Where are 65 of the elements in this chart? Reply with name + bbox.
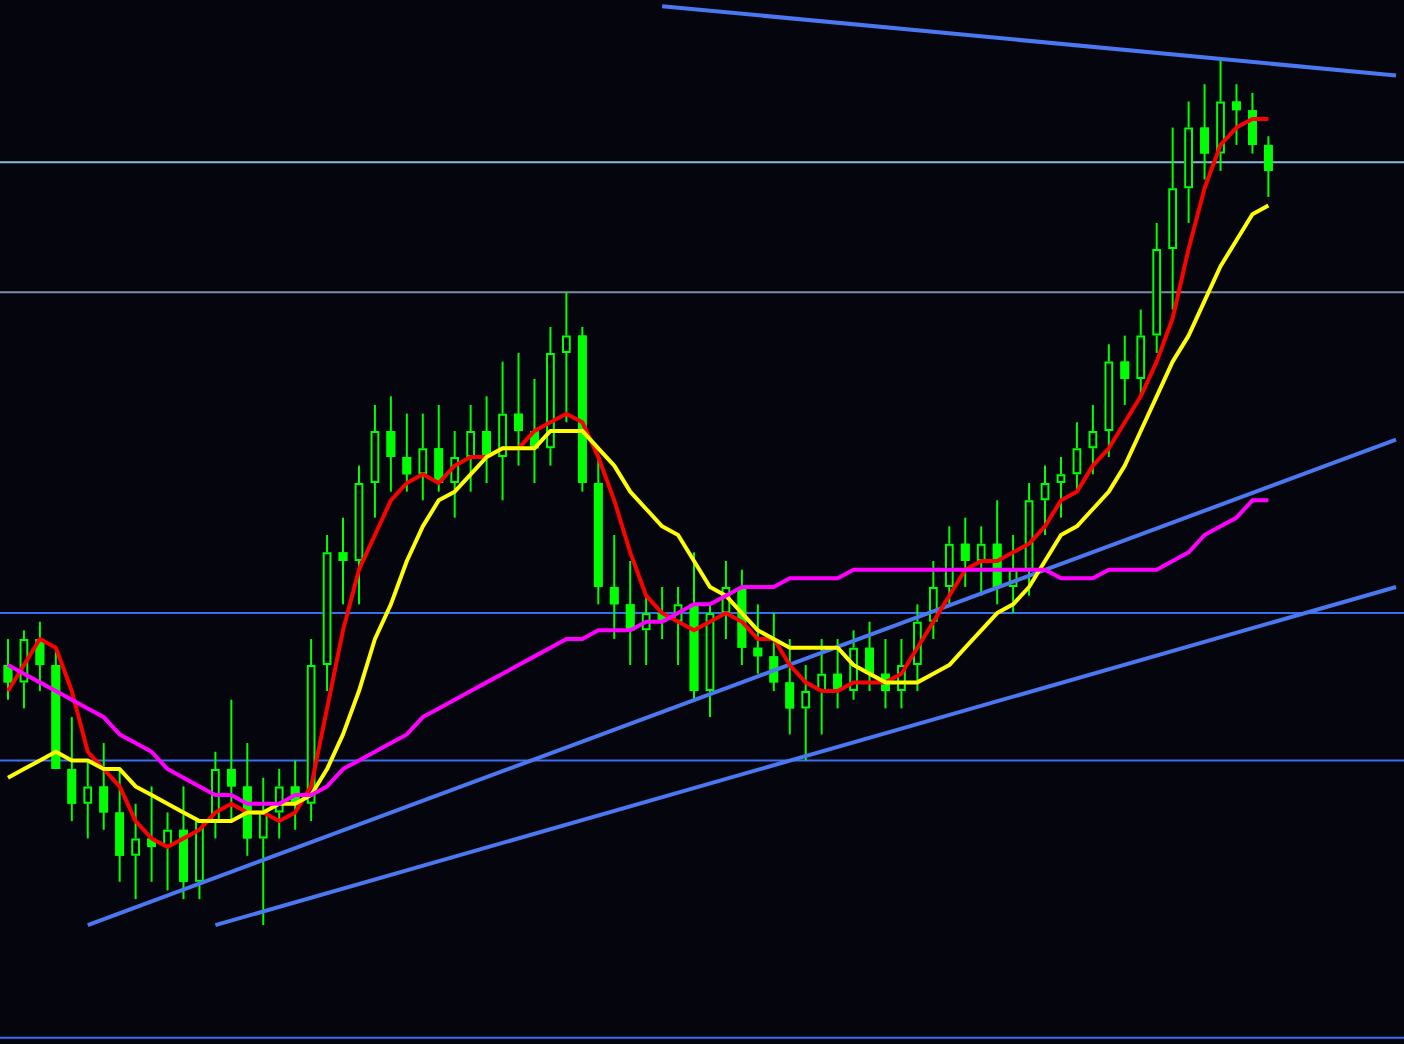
- candlestick: [402, 412, 412, 493]
- candlestick: [1120, 334, 1130, 406]
- candlestick: [1232, 83, 1241, 146]
- candlestick: [498, 360, 507, 502]
- candlestick: [546, 325, 555, 467]
- candlestick: [35, 620, 45, 693]
- candlestick: [226, 698, 236, 823]
- candlestick: [418, 412, 428, 502]
- candlestick: [865, 620, 874, 693]
- candlestick: [1168, 126, 1178, 311]
- candlestick: [1088, 403, 1098, 476]
- candlestick: [817, 638, 827, 736]
- candlestick: [354, 464, 364, 606]
- candlestick: [386, 395, 396, 493]
- candlestick: [1264, 135, 1273, 198]
- candlestick: [1040, 464, 1050, 536]
- candlestick: [1072, 421, 1082, 493]
- candlestick: [322, 534, 332, 693]
- candlestick: [1104, 343, 1114, 458]
- candlestick: [1056, 455, 1066, 519]
- candlestick: [83, 759, 93, 840]
- candlestick: [976, 525, 986, 597]
- candlestick: [944, 525, 954, 606]
- candlestick: [514, 351, 523, 467]
- candlestick: [163, 811, 172, 892]
- candlestick: [131, 802, 140, 901]
- candlestick: [785, 638, 795, 736]
- candlestick: [641, 594, 651, 667]
- candlestick: [577, 325, 587, 493]
- candlestick: [115, 768, 125, 883]
- candlestick: [625, 560, 635, 667]
- candlestick: [450, 429, 460, 519]
- candlestick: [705, 603, 715, 719]
- candlestick: [1184, 100, 1193, 224]
- candlestick: [67, 716, 77, 823]
- candlestick: [769, 612, 779, 693]
- candlestick: [833, 638, 842, 710]
- candlestick: [338, 516, 348, 606]
- candlestick: [434, 403, 444, 493]
- candlestick: [593, 455, 603, 606]
- candlestick: [801, 664, 811, 762]
- candlestick: [1216, 57, 1225, 172]
- candlestick: [562, 291, 571, 424]
- candlestick: [913, 603, 922, 693]
- candlestick: [689, 551, 699, 701]
- candlestick: [753, 603, 763, 675]
- candlestick: [306, 638, 316, 823]
- candlestick: [258, 776, 268, 927]
- candlestick: [1152, 221, 1162, 354]
- candlestick: [242, 742, 252, 857]
- candlestick: [609, 534, 619, 641]
- candlestick: [274, 768, 284, 840]
- candlestick: [370, 403, 380, 519]
- candlestick: [99, 742, 109, 831]
- candlestick: [1024, 481, 1034, 597]
- candlestick: [195, 820, 204, 901]
- candlestick: [482, 395, 491, 484]
- candlestick: [466, 403, 476, 493]
- candlestick: [960, 516, 970, 589]
- candlestick: [3, 638, 13, 701]
- candlestick: [147, 785, 156, 883]
- candlestick: [1136, 308, 1146, 398]
- candlestick: [1248, 91, 1257, 155]
- candlestick: [1200, 83, 1209, 181]
- candlestick: [179, 785, 188, 901]
